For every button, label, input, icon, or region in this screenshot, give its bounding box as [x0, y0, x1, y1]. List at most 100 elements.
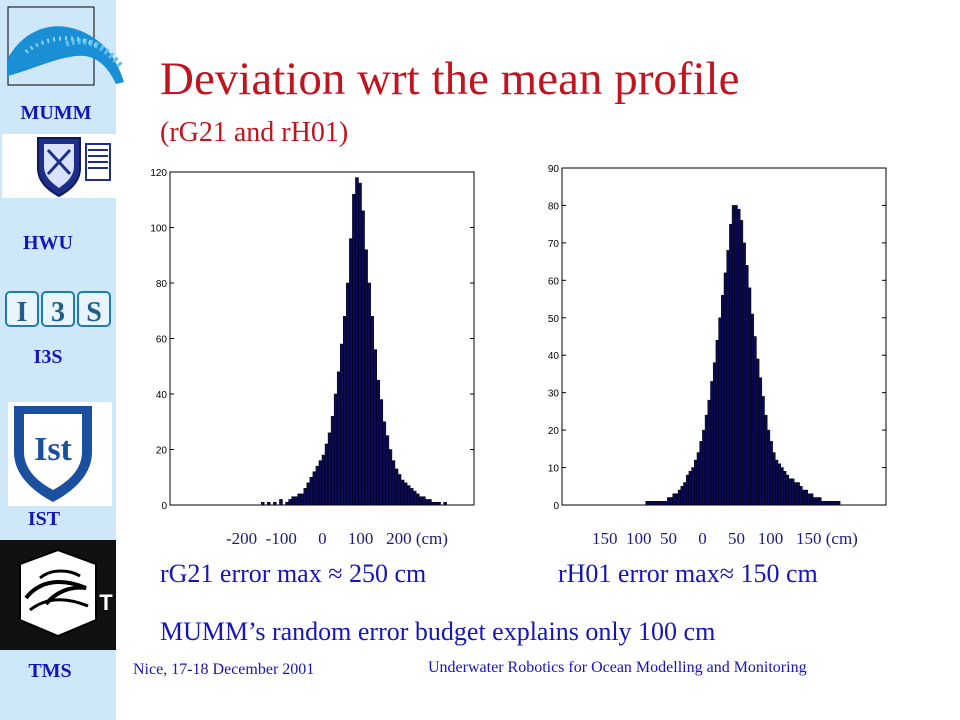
rh01-bar	[799, 486, 803, 506]
rg21-plot-frame	[169, 171, 475, 506]
rh01-bar	[804, 489, 808, 506]
rg21-bar	[422, 496, 426, 506]
rg21-bar	[443, 501, 447, 506]
rg21-bar	[327, 432, 332, 506]
hwu-crest-logo	[2, 134, 116, 198]
histogram-rh01: 0 10 20 30 40 50 60 70 80 90	[548, 164, 887, 512]
svg-text:3: 3	[51, 297, 65, 328]
rg21-bar	[415, 493, 420, 506]
rh01-bar	[731, 205, 736, 506]
rg21-bar	[388, 449, 393, 506]
rg21-bar	[409, 488, 414, 506]
rh01-bar	[820, 501, 825, 506]
rh01-bar	[777, 463, 781, 506]
rh01-bar	[826, 501, 830, 506]
i3s-logo: I 3 S	[4, 284, 112, 334]
histogram-rg21-xtick-labels: -200 -100 0 100 200 (cm)	[226, 529, 448, 548]
label-tms: TMS	[28, 660, 72, 682]
rh01-bar	[696, 452, 700, 506]
rh01-ytick-label: 30	[548, 389, 560, 400]
rh01-bar	[831, 501, 835, 506]
rg21-bar	[376, 379, 381, 506]
rg21-bar	[379, 399, 384, 506]
rh01-bar	[661, 501, 665, 506]
footer-project: Underwater Robotics for Ocean Modelling …	[428, 659, 807, 676]
rh01-ytick-label: 0	[553, 501, 559, 512]
rh01-bar	[837, 501, 841, 506]
rh01-bar	[712, 362, 717, 506]
rh01-bar	[766, 429, 771, 506]
rh01-bar	[807, 493, 811, 506]
rh01-bar	[718, 317, 722, 506]
rg21-ytick-label: 0	[161, 501, 167, 512]
caption-rh01-error: rH01 error max≈ 150 cm	[558, 559, 818, 588]
rg21-bar	[315, 465, 320, 506]
rh01-bar	[694, 459, 698, 506]
rh01-bar	[769, 441, 773, 506]
rh01-bar	[756, 358, 760, 506]
rg21-bar	[373, 349, 377, 506]
caption-rg21-error: rG21 error max ≈ 250 cm	[160, 559, 427, 588]
rg21-bar	[419, 496, 423, 506]
svg-text:S: S	[86, 297, 102, 328]
rh01-bar	[823, 501, 827, 506]
rh01-bar	[677, 489, 682, 506]
rh01-bar	[812, 497, 817, 506]
rg21-bar	[267, 501, 271, 506]
rg21-bar	[431, 501, 435, 506]
rg21-bar	[358, 182, 362, 506]
rg21-bar	[403, 482, 408, 506]
label-i3s: I3S	[33, 346, 63, 368]
rh01-bar	[685, 474, 690, 506]
rh01-bar	[775, 459, 779, 506]
rh01-bar	[815, 497, 819, 506]
rg21-ytick-label: 20	[156, 446, 168, 457]
rh01-bar	[675, 493, 679, 506]
rh01-bar	[680, 486, 684, 506]
rg21-bar	[349, 238, 353, 506]
rg21-bar	[318, 460, 323, 506]
rg21-ytick-label: 100	[150, 224, 167, 235]
rh01-bar	[726, 250, 730, 506]
rg21-bar	[294, 496, 298, 506]
rh01-bar	[734, 205, 738, 506]
rh01-bar	[723, 272, 727, 506]
rh01-ytick-label: 10	[548, 464, 560, 475]
rh01-ytick-label: 80	[548, 201, 560, 212]
rh01-bar	[834, 501, 838, 506]
rh01-bar	[818, 497, 822, 506]
rh01-bar	[691, 467, 695, 506]
rg21-bar	[385, 435, 390, 506]
mumm-logo	[6, 6, 130, 98]
rh01-bar	[656, 501, 660, 506]
rg21-bar	[336, 371, 341, 506]
rg21-bar	[279, 499, 283, 506]
footer-date: Nice, 17-18 December 2001	[133, 661, 315, 678]
rg21-bar	[406, 485, 411, 506]
rg21-bar	[437, 501, 441, 506]
rg21-ytick-label: 120	[150, 168, 167, 179]
rg21-bar	[370, 316, 374, 506]
rg21-ytick-label: 80	[156, 279, 168, 290]
rg21-bar	[324, 443, 329, 506]
rh01-bar	[702, 429, 706, 506]
rh01-bar	[664, 501, 668, 506]
rg21-bar	[288, 499, 292, 506]
rg21-bar	[361, 210, 365, 506]
label-mumm: MUMM	[20, 102, 92, 124]
rh01-bar	[750, 313, 754, 506]
slide-title: Deviation wrt the mean profile	[160, 53, 740, 105]
rh01-bar	[745, 265, 749, 506]
label-hwu: HWU	[23, 232, 73, 254]
histogram-rg21: 0 20 40 60 80 100 120	[150, 168, 475, 512]
rh01-bar	[785, 474, 790, 506]
rg21-bar	[260, 501, 265, 506]
rg21-bar	[434, 501, 438, 506]
rh01-bar	[829, 501, 833, 506]
rh01-bar	[753, 336, 757, 506]
rh01-bar	[650, 501, 655, 506]
rg21-bar	[330, 415, 335, 506]
rh01-bar	[667, 497, 671, 506]
rh01-bar	[653, 501, 657, 506]
rh01-bar	[796, 482, 800, 506]
